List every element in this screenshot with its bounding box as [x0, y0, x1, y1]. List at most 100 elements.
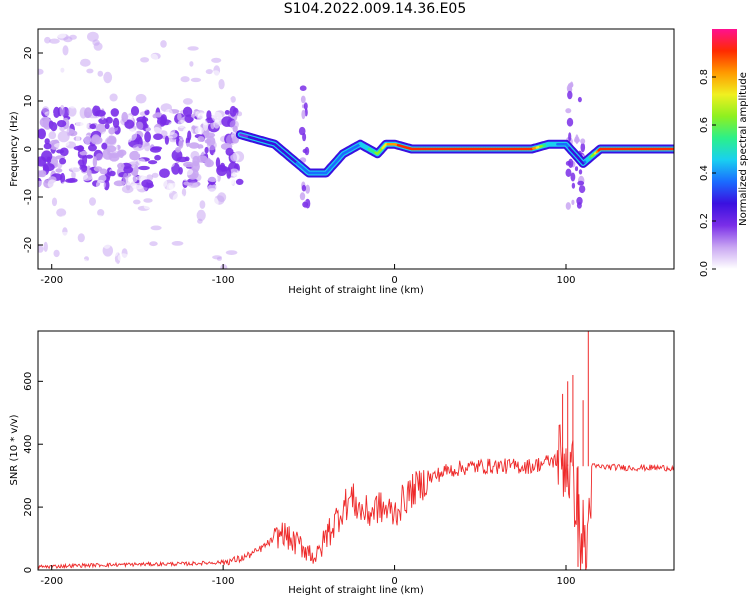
spectrogram-noise-blob — [137, 150, 149, 155]
spectrogram-noise-blob — [154, 112, 163, 118]
figure-title: S104.2022.009.14.36.E05 — [283, 1, 467, 17]
spectrogram-noise-blob — [77, 233, 85, 243]
spectrogram-noise-blob — [224, 216, 235, 225]
spectrogram-noise-blob — [52, 29, 58, 37]
spectrogram-noise-blob — [182, 98, 193, 105]
spectrogram-noise-blob — [232, 171, 237, 177]
spectrogram-noise-blob — [130, 235, 137, 246]
spectrogram-noise-blob — [204, 146, 209, 154]
spectrogram-noise-blob — [212, 255, 222, 260]
spectrogram-noise-blob — [168, 53, 176, 61]
spectrogram-noise-blob — [116, 80, 124, 92]
spectrogram-noise-blob — [299, 85, 307, 91]
spectrogram-noise-blob — [141, 179, 154, 188]
spectrogram-noise-blob — [197, 218, 203, 224]
snr-x-tick-label: -200 — [40, 576, 63, 587]
spectrogram-noise-blob — [164, 135, 169, 145]
spectrogram-noise-blob — [45, 263, 55, 269]
spectrogram-noise-blob — [133, 54, 141, 62]
spectrogram-noise-blob — [75, 119, 87, 132]
spectrogram-noise-blob — [122, 172, 129, 185]
spectrogram-noise-blob — [38, 180, 44, 188]
spectrogram-noise-blob — [220, 176, 229, 188]
spectrogram-noise-blob — [177, 221, 190, 234]
spectrogram-noise-blob — [211, 101, 223, 112]
spectrogram-noise-blob — [38, 128, 46, 140]
spectrogram-noise-blob — [79, 150, 88, 156]
spectrogram-noise-blob — [143, 203, 151, 210]
spectrogram-noise-blob — [131, 170, 138, 177]
spectrogram-noise-blob — [172, 192, 185, 205]
spectrogram-noise-blob — [132, 144, 145, 151]
spectrogram-noise-blob — [208, 197, 219, 209]
spectrogram-noise-blob — [56, 208, 67, 217]
spectrogram-noise-blob — [133, 199, 141, 205]
spectrogram-noise-blob — [565, 168, 572, 177]
spectrogram-noise-blob — [298, 126, 306, 136]
spectrogram-noise-blob — [226, 178, 235, 185]
spectrogram-noise-blob — [144, 131, 152, 143]
spectrogram-noise-blob — [182, 106, 193, 118]
spectrogram-noise-blob — [215, 157, 221, 169]
spectrogram-noise-blob — [47, 179, 57, 189]
snr-y-axis-label: SNR (10 * v/v) — [9, 414, 20, 485]
spectrogram-noise-blob — [205, 69, 214, 75]
spectrogram-noise-blob — [197, 113, 207, 119]
spectrogram-y-ticks: 20 10 0 -10 -20 — [23, 47, 43, 253]
spectrogram-y-tick-label: 10 — [23, 95, 34, 108]
spectrogram-noise-blob — [117, 149, 127, 157]
spectrogram-noise-blob — [38, 68, 44, 75]
spectrogram-y-tick-label: -20 — [23, 237, 34, 253]
spectrogram-noise-blob — [183, 238, 193, 246]
colorbar-tick-label: 0.6 — [699, 117, 710, 133]
spectrogram-noise-blob — [190, 150, 200, 160]
spectrogram-noise-blob — [211, 111, 223, 123]
spectrogram-noise-blob — [121, 111, 128, 123]
spectrogram-noise-blob — [95, 57, 106, 63]
spectrogram-noise-blob — [97, 174, 107, 182]
spectrogram-noise-blob — [87, 31, 99, 42]
spectrogram-noise-blob — [93, 166, 103, 172]
spectrogram-noise-blob — [182, 168, 194, 176]
spectrogram-noise-blob — [229, 105, 237, 117]
spectrogram-noise-blob — [71, 207, 83, 219]
spectrogram-x-axis-label: Height of straight line (km) — [288, 285, 424, 296]
spectrogram-noise-blob — [69, 34, 77, 40]
spectrogram-noise-blob — [211, 57, 222, 63]
spectrogram-noise-blob — [72, 55, 82, 65]
spectrogram-noise-blob — [70, 221, 83, 232]
spectrogram-noise-blob — [194, 229, 201, 240]
spectrogram-noise-blob — [102, 239, 111, 249]
spectrogram-noise-blob — [136, 68, 147, 78]
spectrogram-noise-blob — [56, 120, 67, 128]
spectrogram-noise-blob — [82, 154, 88, 166]
spectrogram-noise-blob — [205, 132, 216, 138]
spectrogram-noise-blob — [38, 52, 48, 63]
spectrogram-noise-blob — [63, 162, 74, 168]
spectrogram-noise-blob — [108, 152, 120, 162]
spectrogram-noise-blob — [191, 262, 203, 268]
spectrogram-noise-blob — [59, 255, 69, 260]
spectrogram-noise-blob — [98, 260, 107, 265]
spectrogram-noise-blob — [93, 42, 103, 51]
spectrogram-noise-blob — [89, 197, 96, 206]
spectrogram-noise-blob — [68, 148, 79, 160]
spectrogram-noise-blob — [44, 138, 50, 145]
spectrogram-noise-blob — [53, 106, 60, 118]
spectrogram-noise-blob — [69, 102, 77, 109]
spectrogram-noise-blob — [104, 123, 110, 130]
spectrogram-noise-blob — [117, 162, 125, 169]
spectrogram-noise-blob — [202, 89, 214, 99]
spectrogram-noise-blob — [303, 102, 308, 110]
spectrogram-noise-blob — [227, 234, 234, 246]
spectrogram-y-tick-label: -10 — [23, 189, 34, 205]
spectrogram-noise-blob — [43, 142, 52, 150]
spectrogram-noise-blob — [143, 198, 153, 203]
spectrogram-noise-blob — [235, 178, 244, 185]
spectrogram-noise-blob — [59, 231, 71, 242]
spectrogram-noise-blob — [176, 82, 186, 95]
spectrogram-noise-blob — [95, 110, 106, 117]
snr-x-axis-label: Height of straight line (km) — [288, 585, 424, 596]
spectrogram-noise-blob — [95, 153, 103, 161]
